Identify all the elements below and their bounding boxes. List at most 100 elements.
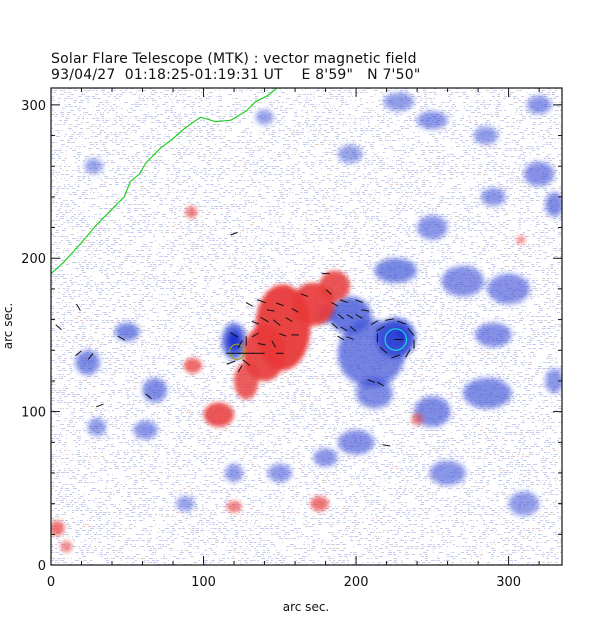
noise-dash <box>358 244 359 245</box>
noise-dash <box>245 238 247 239</box>
noise-dash <box>532 220 534 221</box>
noise-dash <box>140 138 141 139</box>
noise-dash <box>343 186 347 187</box>
noise-dash <box>149 242 153 243</box>
noise-dash <box>406 168 408 169</box>
noise-dash <box>165 224 166 225</box>
noise-dash <box>131 126 135 127</box>
noise-dash <box>433 98 435 99</box>
noise-dash <box>133 160 135 161</box>
noise-dash <box>99 132 102 133</box>
noise-dash <box>165 150 168 151</box>
noise-dash <box>55 152 56 153</box>
noise-dash <box>233 200 235 201</box>
noise-dash <box>116 224 119 225</box>
noise-dash <box>506 116 509 117</box>
noise-dash <box>514 256 517 257</box>
noise-dash <box>497 250 500 251</box>
noise-dash <box>59 152 60 153</box>
noise-dash <box>442 252 445 253</box>
noise-dash <box>447 154 449 155</box>
noise-dash <box>183 166 184 167</box>
noise-dash <box>220 248 223 249</box>
noise-dash <box>58 236 59 237</box>
noise-dash <box>308 152 310 153</box>
noise-dash <box>162 248 164 249</box>
noise-dash <box>231 236 235 237</box>
noise-dash <box>191 204 195 205</box>
noise-dash <box>305 234 306 235</box>
noise-dash <box>276 212 279 213</box>
noise-dash <box>74 126 78 127</box>
noise-dash <box>378 168 380 169</box>
noise-dash <box>363 164 365 165</box>
noise-dash <box>285 140 289 141</box>
noise-dash <box>209 104 211 105</box>
noise-dash <box>51 204 53 205</box>
noise-dash <box>123 128 125 129</box>
noise-dash <box>149 254 152 255</box>
noise-dash <box>464 160 466 161</box>
noise-dash <box>159 188 163 189</box>
noise-dash <box>359 190 360 191</box>
noise-dash <box>68 184 70 185</box>
noise-dash <box>504 94 505 95</box>
noise-dash <box>321 258 323 259</box>
noise-dash <box>150 246 152 247</box>
noise-dash <box>301 192 303 193</box>
noise-dash <box>195 224 199 225</box>
noise-dash <box>400 90 403 91</box>
noise-dash <box>372 244 373 245</box>
noise-dash <box>193 166 196 167</box>
noise-dash <box>76 222 78 223</box>
noise-dash <box>379 166 383 167</box>
noise-dash <box>213 152 215 153</box>
noise-dash <box>201 216 202 217</box>
noise-dash <box>177 206 178 207</box>
noise-dash <box>463 216 467 217</box>
noise-dash <box>296 134 300 135</box>
noise-dash <box>154 182 157 183</box>
noise-dash <box>55 176 56 177</box>
noise-dash <box>359 144 361 145</box>
noise-dash <box>509 94 512 95</box>
noise-dash <box>305 158 306 159</box>
noise-dash <box>108 104 109 105</box>
noise-dash <box>394 222 395 223</box>
noise-dash <box>243 106 247 107</box>
noise-dash <box>72 212 73 213</box>
noise-dash <box>339 112 341 113</box>
noise-dash <box>486 168 489 169</box>
noise-dash <box>168 222 170 223</box>
noise-dash <box>440 244 443 245</box>
noise-dash <box>247 162 249 163</box>
noise-dash <box>517 98 519 99</box>
noise-dash <box>314 250 316 251</box>
noise-dash <box>343 234 346 235</box>
noise-dash <box>308 104 309 105</box>
noise-dash <box>81 122 83 123</box>
noise-dash <box>304 198 308 199</box>
noise-dash <box>415 154 417 155</box>
noise-dash <box>330 142 331 143</box>
noise-dash <box>487 104 491 105</box>
noise-dash <box>375 190 376 191</box>
noise-dash <box>449 178 453 179</box>
noise-dash <box>120 142 121 143</box>
noise-dash <box>171 256 174 257</box>
noise-dash <box>555 110 559 111</box>
noise-dash <box>114 118 116 119</box>
noise-dash <box>307 206 308 207</box>
noise-dash <box>382 158 384 159</box>
noise-dash <box>403 206 406 207</box>
noise-dash <box>346 242 350 243</box>
noise-dash <box>450 128 452 129</box>
noise-dash <box>164 136 165 137</box>
noise-dash <box>551 254 553 255</box>
noise-dash <box>549 90 551 91</box>
noise-dash <box>412 206 414 207</box>
noise-dash <box>220 166 224 167</box>
noise-dash <box>278 96 281 97</box>
noise-dash <box>184 208 188 209</box>
noise-dash <box>541 114 543 115</box>
